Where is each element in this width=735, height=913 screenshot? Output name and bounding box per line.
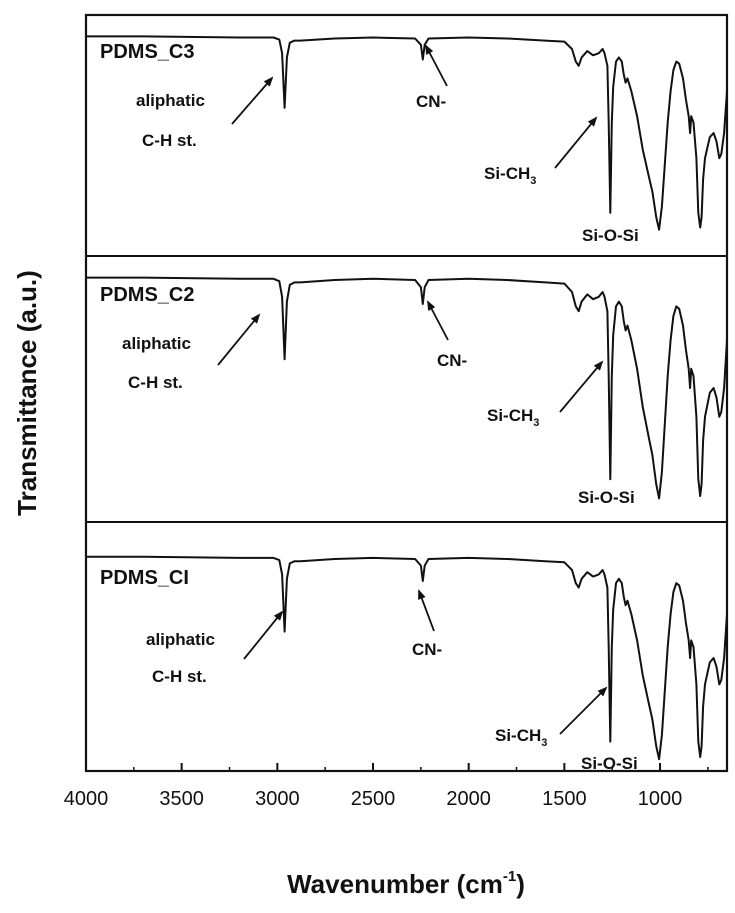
annotation-si-ch3: Si-CH3 <box>487 406 539 429</box>
x-tick-label: 4000 <box>64 788 109 810</box>
x-axis-title: Wavenumber (cm-1) <box>287 868 525 899</box>
panel-3: PDMS_CI aliphatic C-H st. CN- Si-CH3 Si-O-Si <box>86 555 728 773</box>
spectrum-line-pdms-c3 <box>86 35 728 231</box>
annotation-arrow-sich3 <box>559 360 604 413</box>
annotation-aliphatic: aliphatic <box>122 334 191 353</box>
annotation-cn: CN- <box>412 640 442 659</box>
x-tick-label: 3500 <box>159 788 204 810</box>
annotation-arrow-sich3 <box>559 686 608 735</box>
annotation-arrow-sich3 <box>554 116 598 169</box>
annotation-ch-stretch: C-H st. <box>128 373 183 392</box>
x-tick-label: 3000 <box>255 788 300 810</box>
y-axis-title: Transmittance (a.u.) <box>12 270 42 516</box>
x-axis-ticks: 4000 3500 3000 2500 2000 1500 1000 <box>64 763 709 810</box>
annotation-siosi: Si-O-Si <box>578 488 635 507</box>
annotation-aliphatic: aliphatic <box>136 91 205 110</box>
annotation-si-ch3: Si-CH3 <box>484 164 536 187</box>
x-tick-label: 1500 <box>542 788 587 810</box>
annotation-arrow-aliphatic <box>217 313 261 366</box>
x-axis-title-superscript: -1 <box>503 868 516 885</box>
annotation-cn: CN- <box>416 92 446 111</box>
panel-label: PDMS_C3 <box>100 41 194 63</box>
annotation-siosi: Si-O-Si <box>582 226 639 245</box>
spectrum-line-pdms-ci <box>86 555 728 761</box>
annotation-arrow-aliphatic <box>231 76 274 125</box>
annotation-arrow-cn <box>418 589 435 632</box>
annotation-arrow-cn <box>427 300 449 341</box>
annotation-aliphatic: aliphatic <box>146 630 215 649</box>
x-tick-label: 1000 <box>638 788 683 810</box>
annotation-siosi: Si-O-Si <box>581 754 638 773</box>
panel-label: PDMS_CI <box>100 567 189 589</box>
annotation-arrow-cn <box>425 44 448 87</box>
annotation-ch-stretch: C-H st. <box>152 667 207 686</box>
x-tick-label: 2500 <box>351 788 396 810</box>
panel-2: PDMS_C2 aliphatic C-H st. CN- Si-CH3 Si-O-Si <box>86 276 728 507</box>
panel-1: PDMS_C3 aliphatic C-H st. CN- Si-CH3 Si-O-Si <box>86 35 728 245</box>
panel-label: PDMS_C2 <box>100 284 194 306</box>
plot-frame <box>84 13 729 773</box>
spectrum-line-pdms-c2 <box>86 276 728 500</box>
annotation-cn: CN- <box>437 351 467 370</box>
annotation-ch-stretch: C-H st. <box>142 131 197 150</box>
x-axis-title-close: ) <box>516 869 525 899</box>
x-tick-label: 2000 <box>446 788 491 810</box>
annotation-si-ch3: Si-CH3 <box>495 726 547 749</box>
annotation-arrow-aliphatic <box>243 610 284 660</box>
